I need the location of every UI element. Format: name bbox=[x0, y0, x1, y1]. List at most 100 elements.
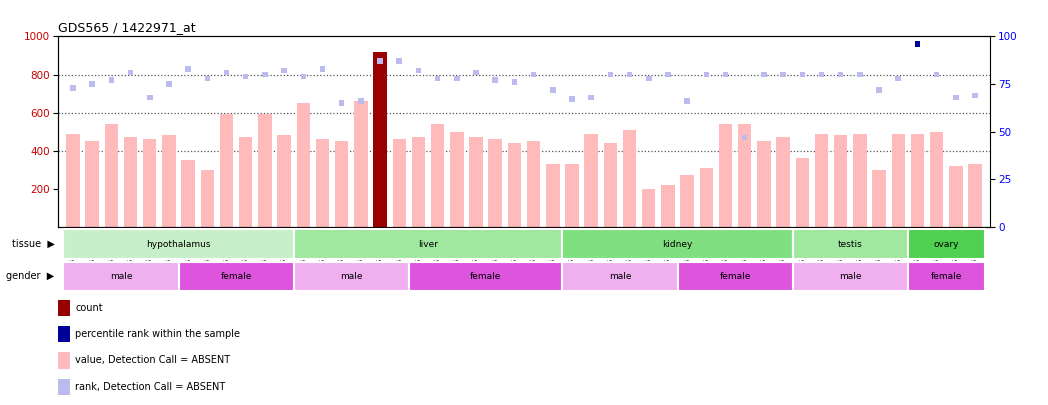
Point bbox=[659, 71, 676, 78]
Point bbox=[449, 75, 465, 81]
Point bbox=[237, 73, 254, 80]
Point bbox=[257, 71, 274, 78]
Point bbox=[544, 87, 561, 93]
Point bbox=[467, 69, 484, 76]
Bar bbox=[178, 262, 293, 291]
Bar bbox=[470, 137, 483, 227]
Bar bbox=[792, 229, 908, 259]
Bar bbox=[63, 229, 293, 259]
Bar bbox=[908, 229, 985, 259]
Bar bbox=[853, 134, 867, 227]
Point bbox=[774, 71, 791, 78]
Bar bbox=[563, 262, 678, 291]
Text: GDS565 / 1422971_at: GDS565 / 1422971_at bbox=[58, 21, 195, 34]
Bar bbox=[431, 124, 444, 227]
Bar bbox=[181, 160, 195, 227]
Point bbox=[621, 71, 638, 78]
Bar bbox=[220, 115, 234, 227]
Bar bbox=[239, 137, 253, 227]
Bar bbox=[719, 124, 733, 227]
Bar bbox=[527, 141, 541, 227]
Point bbox=[871, 87, 888, 93]
Point bbox=[525, 71, 542, 78]
Point bbox=[141, 94, 158, 100]
Point bbox=[430, 75, 446, 81]
Text: count: count bbox=[75, 303, 103, 313]
Bar bbox=[892, 134, 905, 227]
Bar bbox=[293, 262, 409, 291]
Bar bbox=[834, 135, 848, 227]
Bar bbox=[293, 229, 563, 259]
Bar bbox=[200, 170, 214, 227]
Point bbox=[276, 68, 292, 74]
Text: female: female bbox=[470, 272, 501, 281]
Bar bbox=[585, 134, 598, 227]
Bar bbox=[968, 164, 982, 227]
Point bbox=[564, 96, 581, 102]
Bar bbox=[757, 141, 770, 227]
Point bbox=[794, 71, 811, 78]
Point bbox=[698, 71, 715, 78]
Point bbox=[372, 58, 389, 64]
Bar bbox=[565, 164, 578, 227]
Point bbox=[583, 94, 599, 100]
Bar bbox=[278, 135, 290, 227]
Text: liver: liver bbox=[418, 239, 438, 249]
Bar bbox=[143, 139, 156, 227]
Text: female: female bbox=[719, 272, 750, 281]
Point bbox=[487, 77, 504, 83]
Bar bbox=[814, 134, 828, 227]
Bar bbox=[373, 52, 387, 227]
Text: rank, Detection Call = ABSENT: rank, Detection Call = ABSENT bbox=[75, 382, 225, 392]
Bar bbox=[949, 166, 962, 227]
Text: kidney: kidney bbox=[662, 239, 693, 249]
Bar bbox=[930, 132, 943, 227]
Text: percentile rank within the sample: percentile rank within the sample bbox=[75, 329, 240, 339]
Point bbox=[737, 134, 754, 141]
Bar bbox=[409, 262, 563, 291]
Bar bbox=[700, 168, 713, 227]
Bar bbox=[678, 262, 792, 291]
Point bbox=[890, 75, 907, 81]
Bar bbox=[354, 101, 368, 227]
Text: male: male bbox=[839, 272, 861, 281]
Bar bbox=[777, 137, 790, 227]
Text: male: male bbox=[110, 272, 132, 281]
Bar bbox=[911, 134, 924, 227]
Point bbox=[65, 85, 82, 91]
Point bbox=[832, 71, 849, 78]
Bar bbox=[795, 158, 809, 227]
Bar bbox=[563, 229, 792, 259]
Point bbox=[391, 58, 408, 64]
Bar bbox=[105, 124, 118, 227]
Text: value, Detection Call = ABSENT: value, Detection Call = ABSENT bbox=[75, 356, 231, 365]
Bar bbox=[393, 139, 406, 227]
Bar bbox=[872, 170, 886, 227]
Text: hypothalamus: hypothalamus bbox=[147, 239, 211, 249]
Bar bbox=[507, 143, 521, 227]
Point bbox=[717, 71, 734, 78]
Text: female: female bbox=[931, 272, 962, 281]
Text: tissue  ▶: tissue ▶ bbox=[12, 239, 54, 249]
Bar bbox=[335, 141, 348, 227]
Point bbox=[199, 75, 216, 81]
Bar bbox=[315, 139, 329, 227]
Point bbox=[813, 71, 830, 78]
Point bbox=[180, 66, 197, 72]
Point bbox=[123, 69, 139, 76]
Point bbox=[929, 71, 945, 78]
Point bbox=[602, 71, 618, 78]
Point bbox=[679, 98, 696, 104]
Bar bbox=[258, 115, 271, 227]
Bar bbox=[604, 143, 617, 227]
Bar bbox=[642, 189, 655, 227]
Bar bbox=[661, 185, 675, 227]
Bar bbox=[63, 262, 178, 291]
Point bbox=[851, 71, 868, 78]
Bar bbox=[623, 130, 636, 227]
Bar bbox=[297, 103, 310, 227]
Bar bbox=[412, 137, 425, 227]
Point bbox=[294, 73, 311, 80]
Point bbox=[333, 100, 350, 107]
Bar bbox=[680, 175, 694, 227]
